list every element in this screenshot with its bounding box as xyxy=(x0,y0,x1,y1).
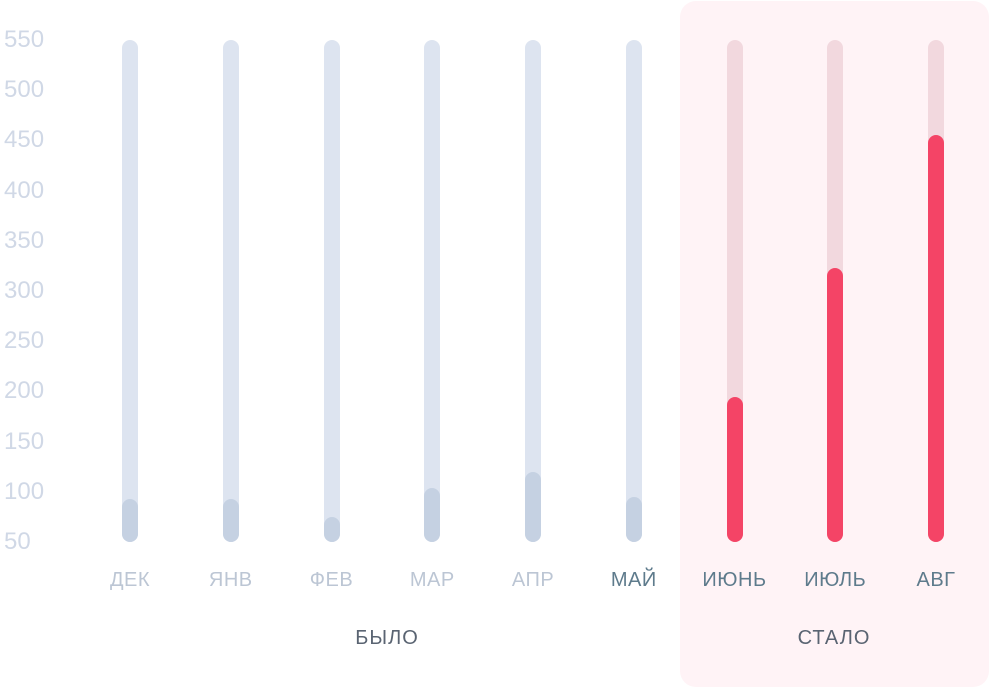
x-tick-label: АВГ xyxy=(886,570,986,590)
x-tick-label: ЯНВ xyxy=(181,570,281,590)
x-tick-label: ИЮНЬ xyxy=(685,570,785,590)
x-tick-label: ДЕК xyxy=(80,570,180,590)
y-tick-label: 450 xyxy=(4,128,60,152)
x-tick-label: МАР xyxy=(382,570,482,590)
y-tick-label: 100 xyxy=(4,480,60,504)
bar-ЯНВ xyxy=(223,499,239,542)
bar-track xyxy=(525,40,541,542)
y-tick-label: 200 xyxy=(4,379,60,403)
bar-АВГ xyxy=(928,135,944,542)
y-tick-label: 150 xyxy=(4,430,60,454)
x-tick-label: МАЙ xyxy=(584,570,684,590)
group-label: БЫЛО xyxy=(307,628,467,648)
bar-track xyxy=(223,40,239,542)
bar-ИЮНЬ xyxy=(727,397,743,542)
bar-МАЙ xyxy=(626,497,642,542)
y-tick-label: 300 xyxy=(4,279,60,303)
bar-track xyxy=(626,40,642,542)
group-label: СТАЛО xyxy=(754,628,914,648)
y-tick-label: 350 xyxy=(4,229,60,253)
x-tick-label: ИЮЛЬ xyxy=(785,570,885,590)
bar-МАР xyxy=(424,488,440,542)
bar-ДЕК xyxy=(122,499,138,542)
x-tick-label: АПР xyxy=(483,570,583,590)
y-tick-label: 550 xyxy=(4,28,60,52)
y-tick-label: 50 xyxy=(4,530,60,554)
x-tick-label: ФЕВ xyxy=(282,570,382,590)
bar-track xyxy=(324,40,340,542)
bar-ФЕВ xyxy=(324,517,340,542)
y-tick-label: 250 xyxy=(4,329,60,353)
bar-track xyxy=(424,40,440,542)
bar-track xyxy=(122,40,138,542)
y-tick-label: 400 xyxy=(4,179,60,203)
bar-ИЮЛЬ xyxy=(827,268,843,542)
bar-АПР xyxy=(525,472,541,542)
y-tick-label: 500 xyxy=(4,78,60,102)
